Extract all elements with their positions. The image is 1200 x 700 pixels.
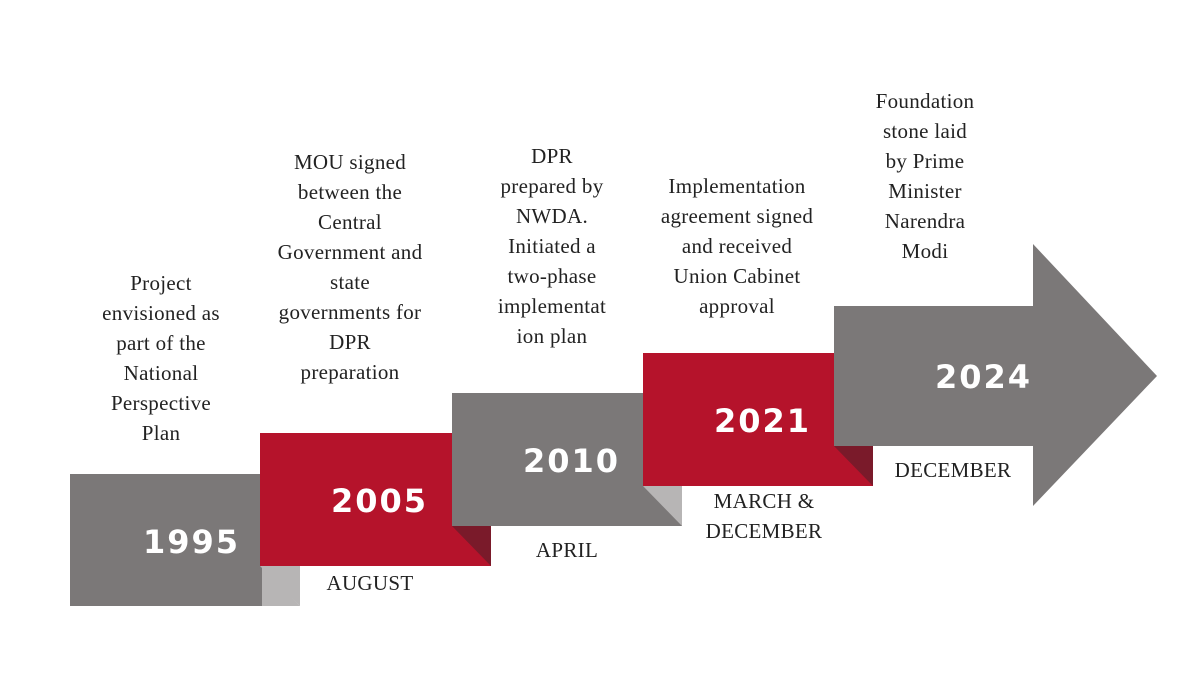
milestone-description-2024: Foundation stone laid by Prime Minister …: [875, 89, 975, 263]
year-label-2005: 2005: [331, 482, 429, 520]
step-1995-fold-shade: [260, 566, 300, 606]
step-2024-arrow: [834, 244, 1157, 506]
milestone-description-1995: Project envisioned as part of the Nation…: [102, 271, 220, 445]
step-2005-fold: [452, 526, 491, 566]
milestone-description-2010: DPR prepared by NWDA. Initiated a two-ph…: [497, 144, 607, 348]
month-label-2024: DECEMBER: [894, 458, 1012, 482]
month-label-2005: AUGUST: [326, 571, 414, 595]
year-label-1995: 1995: [143, 523, 241, 561]
month-label-2010: APRIL: [535, 538, 599, 562]
year-label-2024: 2024: [935, 358, 1033, 396]
year-label-2010: 2010: [523, 442, 621, 480]
step-1995-block: [70, 474, 262, 606]
step-2010-fold: [643, 486, 682, 526]
year-label-2021: 2021: [714, 402, 812, 440]
step-2021-fold: [834, 446, 873, 486]
milestone-description-2021: Implementation agreement signed and rece…: [660, 174, 814, 318]
milestone-description-2005: MOU signed between the Central Governmen…: [277, 150, 423, 384]
month-label-2021: MARCH & DECEMBER: [705, 489, 823, 543]
